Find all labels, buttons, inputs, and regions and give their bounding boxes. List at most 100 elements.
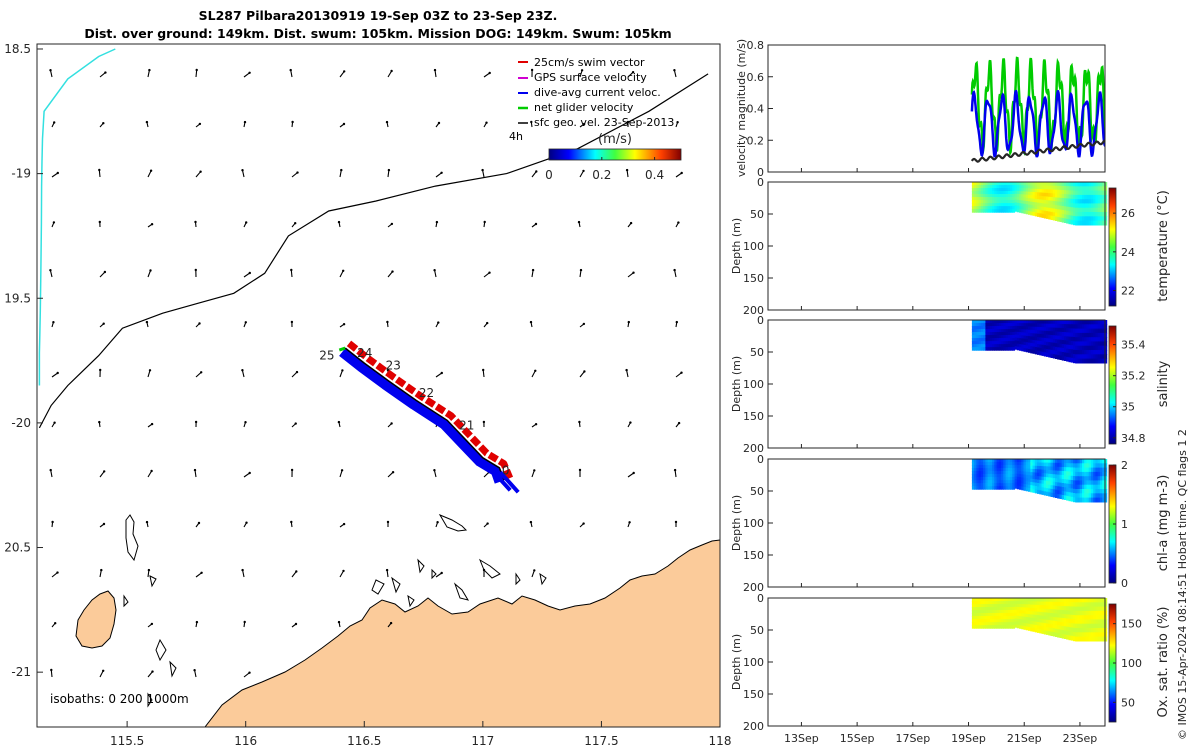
section-cell [1019, 619, 1022, 623]
section-cell [1059, 621, 1063, 627]
section-cell [1041, 473, 1045, 478]
section-cell [1016, 476, 1020, 481]
section-cell [989, 468, 993, 472]
section-cell [1046, 323, 1049, 328]
section-cell [1048, 627, 1052, 632]
section-cell [1028, 204, 1031, 209]
section-cell [1005, 329, 1009, 333]
section-cell [998, 465, 1002, 469]
section-cell [1023, 465, 1027, 469]
section-cell [983, 209, 986, 213]
section-cell [1070, 602, 1074, 607]
section-cell [971, 200, 975, 204]
section-cell [1099, 328, 1103, 334]
vector-arrow-head [440, 171, 443, 174]
section-cell [1001, 182, 1004, 186]
section-cell [987, 344, 991, 348]
section-cell [1012, 182, 1016, 186]
section-cell [1034, 323, 1038, 328]
speed-colorbar-ticks: 0 0.2 0.4 [545, 157, 664, 182]
section-cell [992, 462, 995, 466]
section-cell [1043, 473, 1047, 478]
section-cell [1010, 344, 1013, 348]
section-cell [1084, 632, 1087, 638]
section-cell [989, 625, 993, 629]
section-cell [1090, 186, 1094, 192]
section-cell [985, 344, 989, 348]
section-cell [1019, 209, 1022, 213]
section-cell [980, 197, 984, 201]
section-cell [1082, 337, 1085, 343]
section-cell [1084, 324, 1087, 330]
section-cell [1019, 332, 1022, 336]
section-cell [980, 471, 984, 475]
section-cell [1088, 212, 1092, 217]
section-cell [1052, 320, 1056, 325]
section-cell [1041, 466, 1045, 471]
section-cell [980, 607, 984, 611]
section-cell [1082, 212, 1085, 217]
section-cell [1079, 497, 1083, 503]
section-cell [978, 480, 982, 484]
section-cell [1016, 603, 1020, 608]
section-cell [1012, 326, 1016, 330]
section-cell [978, 468, 982, 472]
vector-arrow-head [583, 370, 586, 373]
section-cell [1007, 462, 1011, 466]
section-cell [1034, 618, 1038, 623]
section-cell [1046, 345, 1049, 350]
section-cell [1095, 602, 1099, 608]
section-cell [996, 604, 1000, 608]
section-cell [1095, 341, 1099, 347]
vector-arrow-head [102, 322, 105, 325]
section-cell [985, 341, 989, 345]
section-cell [992, 338, 995, 342]
section-cell [1082, 471, 1085, 477]
section-cell [1039, 629, 1043, 634]
section-cell [976, 477, 980, 481]
section-cell [1073, 332, 1076, 338]
section-cell [980, 459, 984, 463]
velocity-y-tick-label: 0.6 [747, 71, 765, 84]
section-cell [1028, 207, 1031, 212]
vector-arrow-head [433, 68, 437, 72]
section-cell [1097, 623, 1101, 629]
section-cell [1046, 630, 1049, 635]
isobath-200m [38, 73, 709, 429]
section-cell [985, 625, 989, 629]
section-cell [994, 188, 998, 192]
section-cell [1077, 350, 1081, 355]
section-cell [994, 616, 998, 620]
section-cell [1003, 326, 1007, 330]
section-cell [1039, 472, 1043, 477]
section-cell [1070, 336, 1074, 342]
section-cell [1097, 324, 1101, 330]
section-cell [1016, 196, 1020, 201]
section-cell [1066, 214, 1069, 220]
section-cell [1064, 328, 1067, 333]
section-cell [1012, 185, 1016, 189]
vector-arrow-head [531, 268, 535, 272]
vector-arrow-head [482, 368, 485, 372]
section-cell [1025, 474, 1029, 479]
section-cell [1003, 462, 1007, 466]
section-cell [978, 613, 982, 617]
section-cell [1003, 203, 1007, 207]
section-cell [1079, 602, 1083, 608]
section-cell [1095, 324, 1099, 330]
section-cell [1014, 202, 1018, 206]
section-cell [1001, 486, 1004, 490]
section-cell [1059, 327, 1063, 333]
vector-arrow-head [244, 421, 247, 424]
section-cell [996, 209, 1000, 213]
section-cell [1079, 623, 1083, 629]
section-cell [1012, 601, 1016, 605]
section-cell [1099, 467, 1103, 473]
section-cell [987, 607, 991, 611]
section-cell [1095, 194, 1099, 200]
section-cell [1039, 209, 1043, 214]
section-cell [1073, 615, 1076, 620]
section-cell [1019, 188, 1022, 192]
vector-arrow-head [632, 271, 635, 274]
